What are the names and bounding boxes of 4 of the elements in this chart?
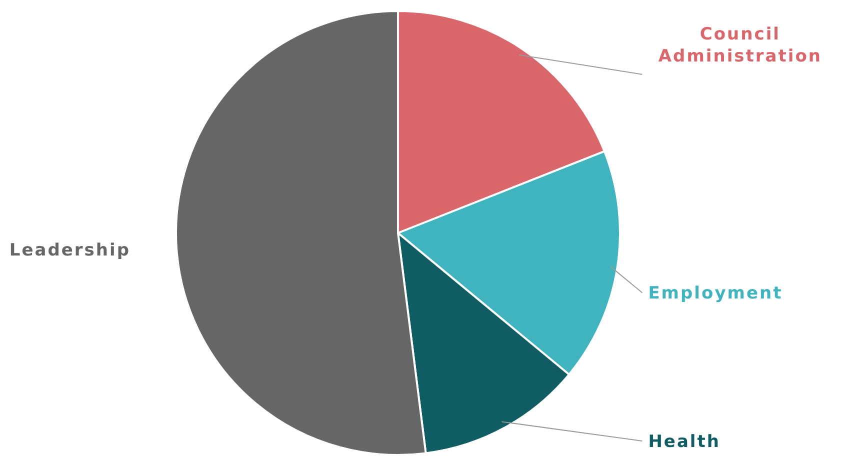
slice-label: Council Administration [658,24,822,66]
slice-label: Leadership [9,240,131,260]
slice-label: Health [648,432,720,452]
slice-label: Employment [648,284,783,304]
